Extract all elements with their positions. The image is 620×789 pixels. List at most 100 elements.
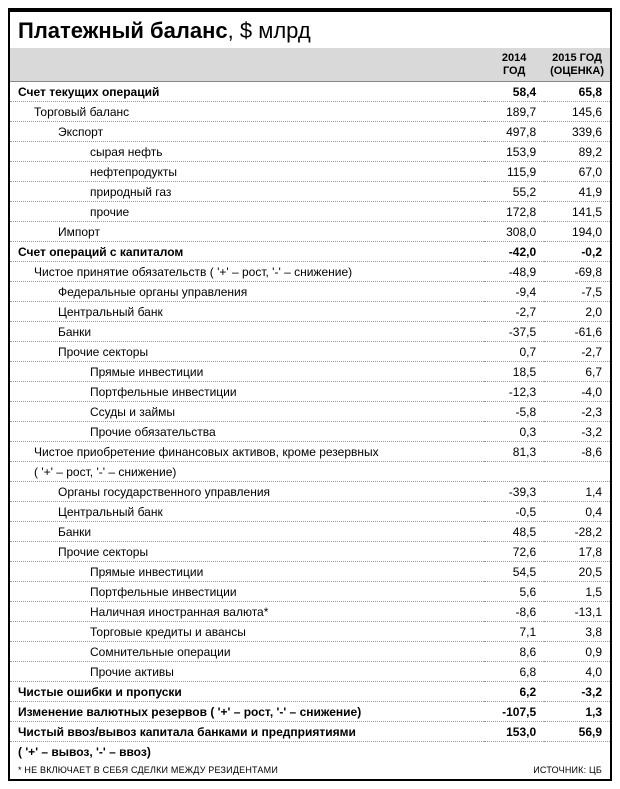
row-label: Торговые кредиты и авансы xyxy=(10,622,484,642)
title: Платежный баланс, $ млрд xyxy=(10,12,610,48)
table-row: Наличная иностранная валюта*-8,6-13,1 xyxy=(10,602,610,622)
row-label: природный газ xyxy=(10,182,484,202)
row-label: Портфельные инвестиции xyxy=(10,582,484,602)
row-label: Прочие секторы xyxy=(10,342,484,362)
row-value-2015: 4,0 xyxy=(544,662,610,682)
table-row: сырая нефть153,989,2 xyxy=(10,142,610,162)
row-value-2015: 41,9 xyxy=(544,182,610,202)
row-value-2014: 153,9 xyxy=(484,142,544,162)
row-value-2014: 5,6 xyxy=(484,582,544,602)
row-value-2014: 0,7 xyxy=(484,342,544,362)
header-2014-line2: ГОД xyxy=(503,65,525,77)
row-value-2015: 89,2 xyxy=(544,142,610,162)
row-value-2015: 67,0 xyxy=(544,162,610,182)
table-row: Счет текущих операций58,465,8 xyxy=(10,82,610,102)
row-value-2014: -39,3 xyxy=(484,482,544,502)
row-value-2015: -13,1 xyxy=(544,602,610,622)
header-2015-line2: (ОЦЕНКА) xyxy=(550,65,604,77)
table-row: Центральный банк-2,72,0 xyxy=(10,302,610,322)
row-label: Центральный банк xyxy=(10,302,484,322)
row-value-2014 xyxy=(484,742,544,762)
row-label: Импорт xyxy=(10,222,484,242)
row-value-2014: -0,5 xyxy=(484,502,544,522)
row-value-2015: 141,5 xyxy=(544,202,610,222)
table-row: Прочие секторы0,7-2,7 xyxy=(10,342,610,362)
table-container: Платежный баланс, $ млрд 2014 ГОД 2015 Г… xyxy=(8,8,612,781)
row-value-2014: -107,5 xyxy=(484,702,544,722)
row-value-2014: 115,9 xyxy=(484,162,544,182)
table-row: Импорт308,0194,0 xyxy=(10,222,610,242)
table-row: Органы государственного управления-39,31… xyxy=(10,482,610,502)
row-value-2014: 72,6 xyxy=(484,542,544,562)
table-row: Прочие секторы72,617,8 xyxy=(10,542,610,562)
row-value-2015: -69,8 xyxy=(544,262,610,282)
header-blank xyxy=(10,48,484,82)
row-value-2014: -42,0 xyxy=(484,242,544,262)
row-value-2014: 308,0 xyxy=(484,222,544,242)
table-row: Центральный банк-0,50,4 xyxy=(10,502,610,522)
row-value-2015: 1,3 xyxy=(544,702,610,722)
table-row: нефтепродукты115,967,0 xyxy=(10,162,610,182)
table-row: Портфельные инвестиции-12,3-4,0 xyxy=(10,382,610,402)
row-value-2015: 3,8 xyxy=(544,622,610,642)
row-label: Федеральные органы управления xyxy=(10,282,484,302)
table-row: Прочие обязательства0,3-3,2 xyxy=(10,422,610,442)
row-value-2015 xyxy=(544,462,610,482)
row-value-2015: -0,2 xyxy=(544,242,610,262)
row-value-2015: -7,5 xyxy=(544,282,610,302)
row-value-2015: 339,6 xyxy=(544,122,610,142)
row-value-2015: -3,2 xyxy=(544,422,610,442)
header-col-2014: 2014 ГОД xyxy=(484,48,544,82)
row-label: Ссуды и займы xyxy=(10,402,484,422)
row-label: ( '+' – рост, '-' – снижение) xyxy=(10,462,484,482)
row-label: Чистое приобретение финансовых активов, … xyxy=(10,442,484,462)
row-label: Органы государственного управления xyxy=(10,482,484,502)
row-label: Прочие секторы xyxy=(10,542,484,562)
row-label: Чистое принятие обязательств ( '+' – рос… xyxy=(10,262,484,282)
footnote: * НЕ ВКЛЮЧАЕТ В СЕБЯ СДЕЛКИ МЕЖДУ РЕЗИДЕ… xyxy=(18,765,278,775)
header-2015-line1: 2015 ГОД xyxy=(552,52,602,64)
row-label: прочие xyxy=(10,202,484,222)
row-label: Сомнительные операции xyxy=(10,642,484,662)
row-value-2015: -61,6 xyxy=(544,322,610,342)
row-label: сырая нефть xyxy=(10,142,484,162)
row-value-2015: 56,9 xyxy=(544,722,610,742)
row-value-2015: 1,4 xyxy=(544,482,610,502)
table-row: природный газ55,241,9 xyxy=(10,182,610,202)
footer: * НЕ ВКЛЮЧАЕТ В СЕБЯ СДЕЛКИ МЕЖДУ РЕЗИДЕ… xyxy=(10,761,610,779)
row-value-2014: 0,3 xyxy=(484,422,544,442)
row-value-2014: -8,6 xyxy=(484,602,544,622)
row-label: Прямые инвестиции xyxy=(10,562,484,582)
table-row: Сомнительные операции8,60,9 xyxy=(10,642,610,662)
table-row: Прямые инвестиции18,56,7 xyxy=(10,362,610,382)
table-row: ( '+' – рост, '-' – снижение) xyxy=(10,462,610,482)
row-value-2014: 18,5 xyxy=(484,362,544,382)
source: ИСТОЧНИК: ЦБ xyxy=(533,765,602,775)
row-value-2015 xyxy=(544,742,610,762)
table-row: Банки-37,5-61,6 xyxy=(10,322,610,342)
row-value-2015: 2,0 xyxy=(544,302,610,322)
row-value-2014: 153,0 xyxy=(484,722,544,742)
table-row: Банки48,5-28,2 xyxy=(10,522,610,542)
row-value-2015: -3,2 xyxy=(544,682,610,702)
row-label: Прочие обязательства xyxy=(10,422,484,442)
row-value-2015: 20,5 xyxy=(544,562,610,582)
row-value-2014: -12,3 xyxy=(484,382,544,402)
table-row: прочие172,8141,5 xyxy=(10,202,610,222)
row-label: Чистый ввоз/вывоз капитала банками и пре… xyxy=(10,722,484,742)
row-value-2014: 54,5 xyxy=(484,562,544,582)
row-value-2014: 55,2 xyxy=(484,182,544,202)
table-row: Ссуды и займы-5,8-2,3 xyxy=(10,402,610,422)
row-label: Счет текущих операций xyxy=(10,82,484,102)
row-label: Прочие активы xyxy=(10,662,484,682)
row-value-2015: 145,6 xyxy=(544,102,610,122)
table-row: Чистый ввоз/вывоз капитала банками и пре… xyxy=(10,722,610,742)
row-label: ( '+' – вывоз, '-' – ввоз) xyxy=(10,742,484,762)
row-value-2015: -8,6 xyxy=(544,442,610,462)
row-label: Наличная иностранная валюта* xyxy=(10,602,484,622)
table-row: Федеральные органы управления-9,4-7,5 xyxy=(10,282,610,302)
row-value-2015: 0,9 xyxy=(544,642,610,662)
table-row: Прямые инвестиции54,520,5 xyxy=(10,562,610,582)
table-row: Экспорт497,8339,6 xyxy=(10,122,610,142)
row-value-2014: -9,4 xyxy=(484,282,544,302)
